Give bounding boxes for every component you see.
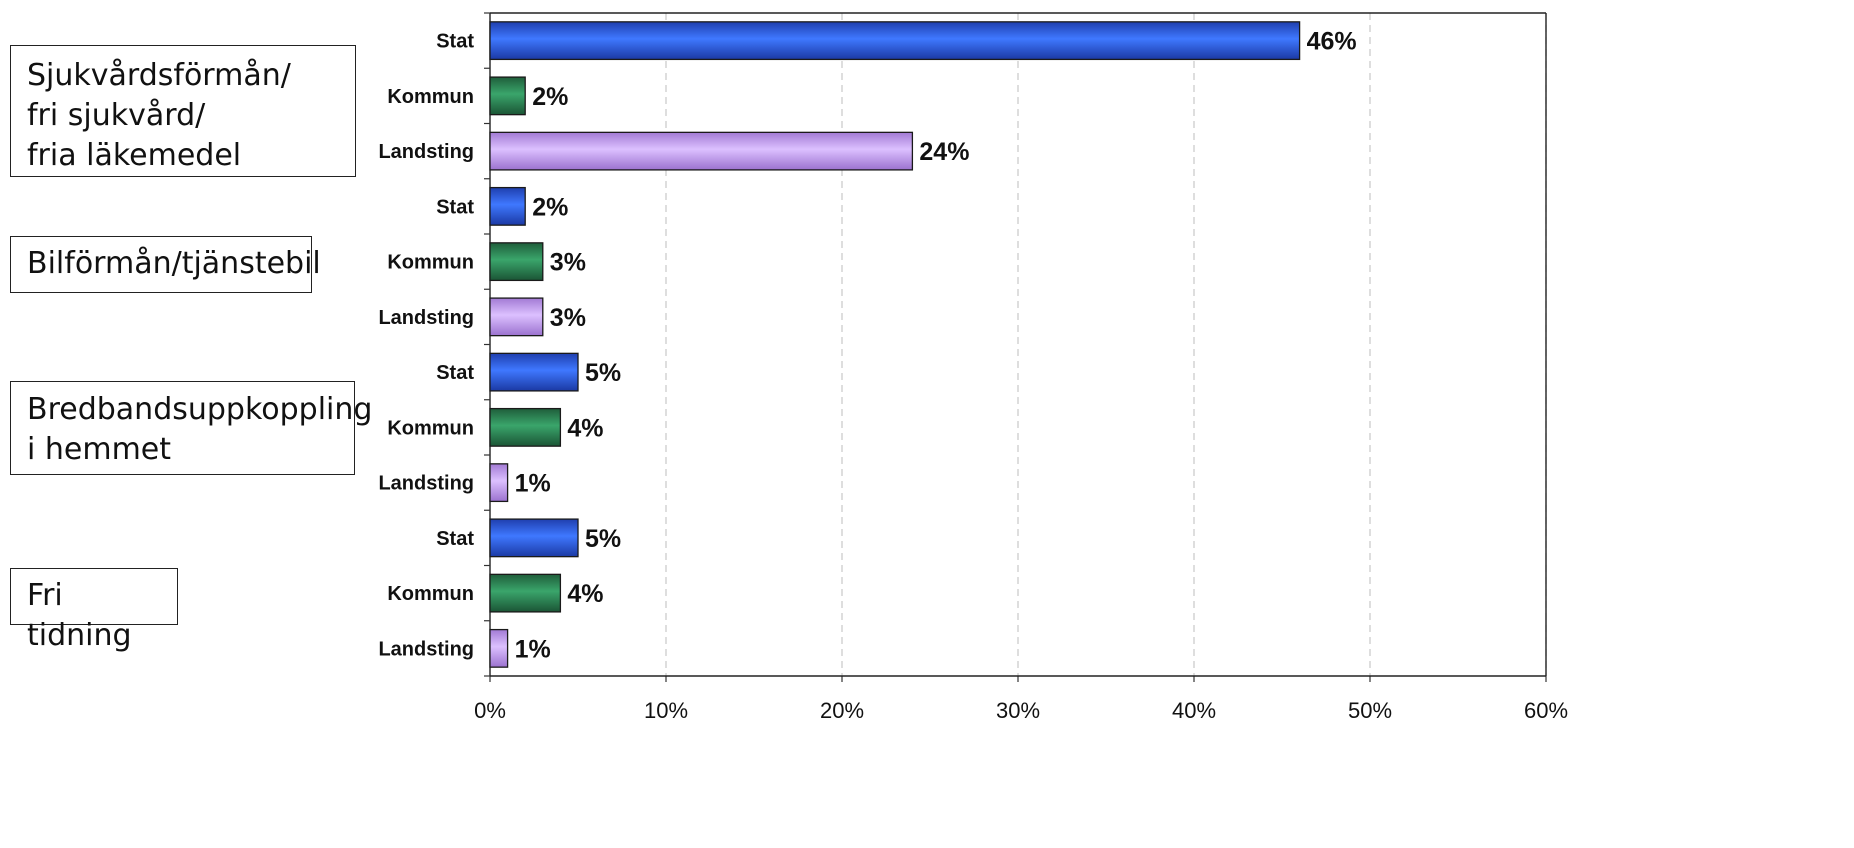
category-label-stat: Stat — [436, 528, 474, 550]
group-label-bilforman: Bilförmån/tjänstebil — [10, 236, 321, 293]
value-label: 1% — [515, 470, 551, 498]
value-label: 2% — [532, 83, 568, 111]
x-tick-label: 0% — [474, 698, 506, 723]
bar-kommun — [489, 76, 526, 116]
bar-kommun — [489, 242, 544, 282]
bar-landsting — [489, 628, 509, 668]
x-tick-label: 40% — [1172, 698, 1216, 723]
category-label-landsting: Landsting — [378, 141, 474, 163]
group-label-sjukvard: Sjukvårdsförmån/ fri sjukvård/ fria läke… — [10, 45, 356, 177]
value-label: 4% — [567, 580, 603, 608]
category-label-landsting: Landsting — [378, 307, 474, 329]
category-label-kommun: Kommun — [387, 417, 474, 439]
category-label-kommun: Kommun — [387, 252, 474, 274]
value-label: 1% — [515, 635, 551, 663]
value-label: 3% — [550, 304, 586, 332]
value-label: 2% — [532, 193, 568, 221]
category-label-landsting: Landsting — [378, 473, 474, 495]
bar-kommun — [489, 407, 562, 447]
bar-stat — [489, 352, 579, 392]
category-label-landsting: Landsting — [378, 638, 474, 660]
value-label: 24% — [919, 138, 969, 166]
bar-kommun — [489, 573, 562, 613]
bar-stat — [489, 186, 526, 226]
value-label: 5% — [585, 525, 621, 553]
category-label-stat: Stat — [436, 196, 474, 218]
value-label: 3% — [550, 249, 586, 277]
bar-landsting — [489, 297, 544, 337]
bar-stat — [489, 518, 579, 558]
value-label: 46% — [1307, 28, 1357, 56]
bar-landsting — [489, 131, 914, 171]
value-label: 5% — [585, 359, 621, 387]
group-label-bredband: Bredbandsuppkoppling i hemmet — [10, 381, 372, 475]
category-label-stat: Stat — [436, 362, 474, 384]
x-tick-label: 10% — [644, 698, 688, 723]
bar-landsting — [489, 463, 509, 503]
x-tick-label: 20% — [820, 698, 864, 723]
value-label: 4% — [567, 414, 603, 442]
category-label-kommun: Kommun — [387, 583, 474, 605]
x-tick-label: 50% — [1348, 698, 1392, 723]
category-label-stat: Stat — [436, 31, 474, 53]
category-label-kommun: Kommun — [387, 86, 474, 108]
group-label-fri-tidning: Fri tidning — [10, 568, 178, 653]
bar-stat — [489, 21, 1301, 61]
x-tick-label: 60% — [1524, 698, 1568, 723]
x-tick-label: 30% — [996, 698, 1040, 723]
